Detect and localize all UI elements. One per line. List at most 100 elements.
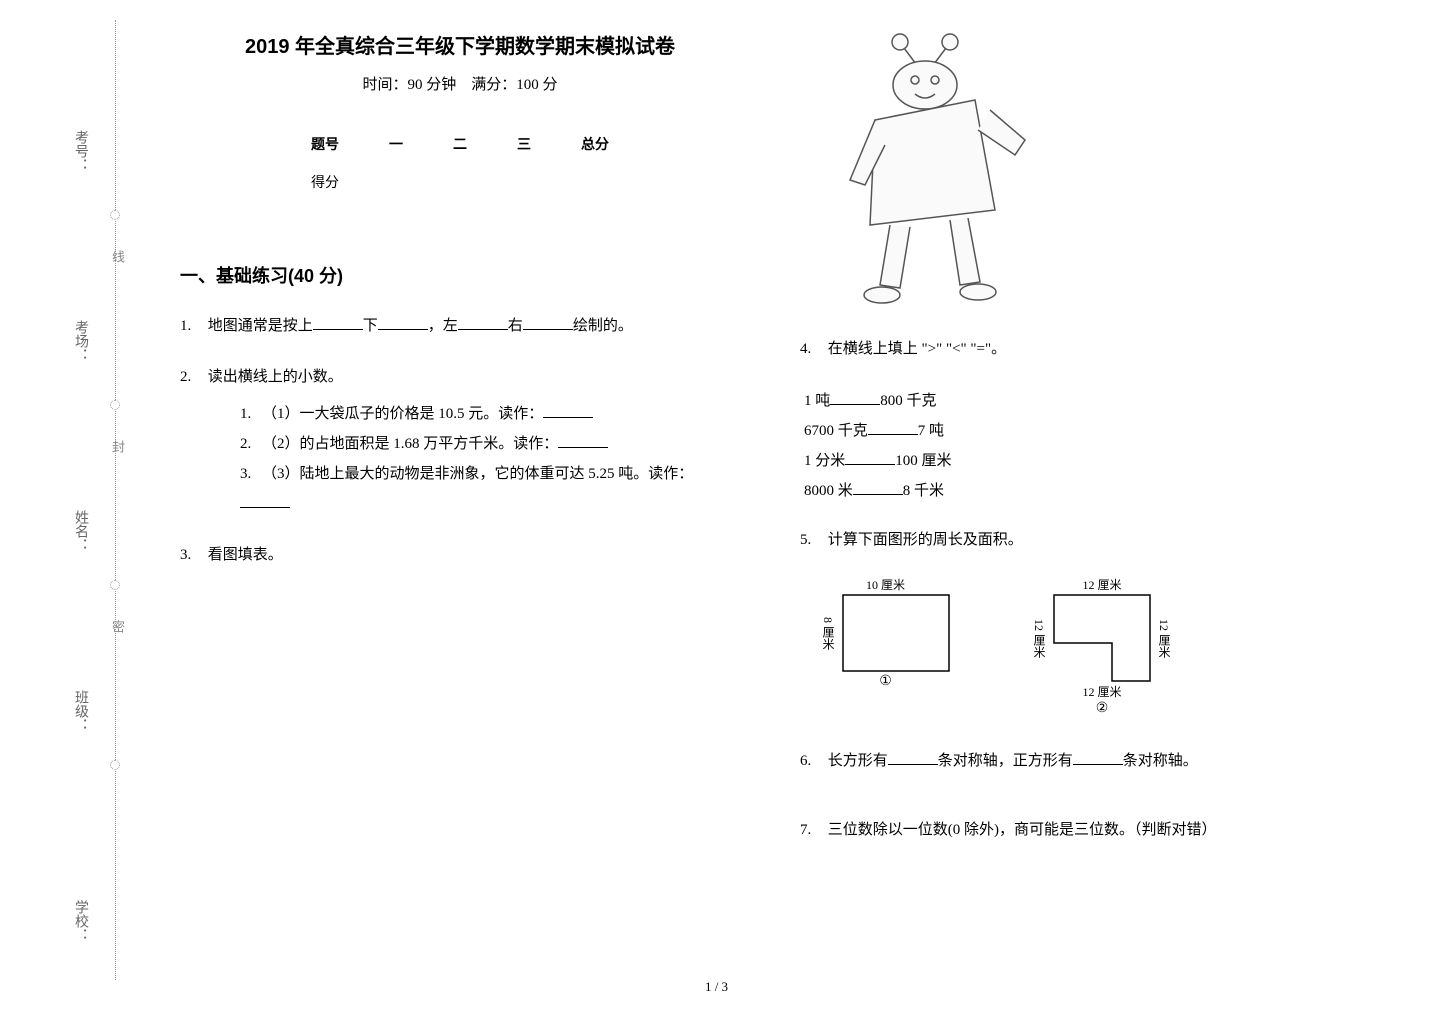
q2-text: 读出横线上的小数。 (208, 369, 343, 385)
table-header: 三 (493, 126, 555, 162)
blank (558, 432, 608, 448)
rectangle-shape-icon (841, 593, 951, 673)
question-num: 1. (180, 312, 204, 341)
sub-num: 1. (240, 399, 262, 429)
shape1-left-label: 8 厘米 (820, 617, 837, 650)
shape2-right-label: 12 厘米 (1156, 619, 1173, 658)
margin-circle (110, 400, 120, 410)
blank (1073, 749, 1123, 765)
question-num: 5. (800, 526, 824, 555)
shape-2: 12 厘米 12 厘米 12 厘米 12 厘米 ② (1031, 576, 1173, 717)
q1-text: ，左 (428, 318, 458, 334)
question-num: 2. (180, 363, 204, 392)
blank (458, 314, 508, 330)
question-4: 4. 在横线上填上 ">" "<" "="。 (800, 335, 1360, 364)
table-row-label: 得分 (287, 164, 363, 200)
compare-right: 7 吨 (918, 423, 944, 439)
question-num: 4. (800, 335, 824, 364)
shape1-num: ① (820, 673, 951, 690)
score-label: 满分：100 分 (471, 77, 557, 93)
sub-text: （2）的占地面积是 1.68 万平方千米。读作： (262, 436, 558, 452)
compare-row: 1 吨 800 千克 (804, 386, 1360, 416)
compare-row: 8000 米 8 千米 (804, 476, 1360, 506)
q6-text: 长方形有 (828, 753, 888, 769)
blank (378, 314, 428, 330)
list-item: 1.（1）一大袋瓜子的价格是 10.5 元。读作： (240, 399, 740, 429)
margin-circle (110, 760, 120, 770)
page-subtitle: 时间：90 分钟 满分：100 分 (180, 73, 740, 94)
compare-left: 1 吨 (804, 393, 830, 409)
q6-text: 条对称轴。 (1123, 753, 1198, 769)
compare-right: 100 厘米 (895, 453, 951, 469)
list-item: 3.（3）陆地上最大的动物是非洲象，它的体重可达 5.25 吨。读作： (240, 459, 740, 519)
q4-text: 在横线上填上 ">" "<" "="。 (828, 341, 1006, 357)
blank (845, 449, 895, 465)
sub-num: 3. (240, 459, 262, 489)
lshape-icon (1052, 593, 1152, 683)
blank (830, 389, 880, 405)
dotted-line (115, 20, 116, 980)
q6-text: 条对称轴，正方形有 (938, 753, 1073, 769)
question-3: 3. 看图填表。 (180, 541, 740, 570)
page-content: 2019 年全真综合三年级下学期数学期末模拟试卷 时间：90 分钟 满分：100… (160, 30, 1393, 981)
blank (240, 492, 290, 508)
compare-left: 8000 米 (804, 483, 853, 499)
q1-text: 右 (508, 318, 523, 334)
robot-figure (820, 30, 1050, 310)
sub-text: （3）陆地上最大的动物是非洲象，它的体重可达 5.25 吨。读作： (262, 466, 693, 482)
table-cell (429, 164, 491, 200)
table-cell (557, 164, 633, 200)
question-1: 1. 地图通常是按上下，左右绘制的。 (180, 312, 740, 341)
q3-text: 看图填表。 (208, 547, 283, 563)
cut-text-mi: 密 (108, 620, 127, 641)
blank (543, 402, 593, 418)
score-table: 题号 一 二 三 总分 得分 (285, 124, 635, 202)
margin-label-room: 考场： (70, 320, 90, 362)
shape-1: 10 厘米 8 厘米 ① (820, 576, 951, 690)
shape1-top-label: 10 厘米 (820, 576, 951, 593)
shapes-row: 10 厘米 8 厘米 ① 12 厘米 12 厘米 12 厘米 (820, 576, 1360, 717)
blank (888, 749, 938, 765)
question-num: 7. (800, 816, 824, 845)
compare-row: 1 分米 100 厘米 (804, 446, 1360, 476)
compare-left: 6700 千克 (804, 423, 868, 439)
margin-circle (110, 210, 120, 220)
table-header: 一 (365, 126, 427, 162)
q1-text: 绘制的。 (573, 318, 633, 334)
question-num: 3. (180, 541, 204, 570)
margin-circle (110, 580, 120, 590)
question-7: 7. 三位数除以一位数(0 除外)，商可能是三位数。（判断对错） (800, 816, 1360, 845)
q5-text: 计算下面图形的周长及面积。 (828, 532, 1023, 548)
table-header: 总分 (557, 126, 633, 162)
page-number: 1 / 3 (705, 979, 728, 995)
question-2: 2. 读出横线上的小数。 1.（1）一大袋瓜子的价格是 10.5 元。读作： 2… (180, 363, 740, 520)
margin-label-examnum: 考号： (70, 130, 90, 172)
shape2-num: ② (1031, 700, 1173, 717)
section-heading: 一、基础练习(40 分) (180, 262, 740, 288)
table-cell (493, 164, 555, 200)
question-5: 5. 计算下面图形的周长及面积。 (800, 526, 1360, 555)
compare-right: 800 千克 (880, 393, 936, 409)
shape2-left-label: 12 厘米 (1031, 619, 1048, 658)
sub-num: 2. (240, 429, 262, 459)
blank (853, 479, 903, 495)
page-title: 2019 年全真综合三年级下学期数学期末模拟试卷 (180, 30, 740, 59)
table-cell (365, 164, 427, 200)
shape2-bottom-label: 12 厘米 (1031, 683, 1173, 700)
table-header: 题号 (287, 126, 363, 162)
right-column: 4. 在横线上填上 ">" "<" "="。 1 吨 800 千克 6700 千克… (800, 30, 1360, 866)
blank (313, 314, 363, 330)
margin-label-class: 班级： (70, 690, 90, 732)
q7-text: 三位数除以一位数(0 除外)，商可能是三位数。（判断对错） (828, 822, 1217, 838)
compare-left: 1 分米 (804, 453, 845, 469)
q2-sublist: 1.（1）一大袋瓜子的价格是 10.5 元。读作： 2.（2）的占地面积是 1.… (180, 399, 740, 519)
question-num: 6. (800, 747, 824, 776)
q1-text: 地图通常是按上 (208, 318, 313, 334)
compare-row: 6700 千克 7 吨 (804, 416, 1360, 446)
compare-right: 8 千米 (903, 483, 944, 499)
question-6: 6. 长方形有 条对称轴，正方形有 条对称轴。 (800, 747, 1360, 776)
blank (868, 419, 918, 435)
list-item: 2.（2）的占地面积是 1.68 万平方千米。读作： (240, 429, 740, 459)
left-column: 2019 年全真综合三年级下学期数学期末模拟试卷 时间：90 分钟 满分：100… (180, 30, 740, 592)
binding-margin: 考号： 线 考场： 封 姓名： 密 班级： 学校： (60, 20, 140, 980)
